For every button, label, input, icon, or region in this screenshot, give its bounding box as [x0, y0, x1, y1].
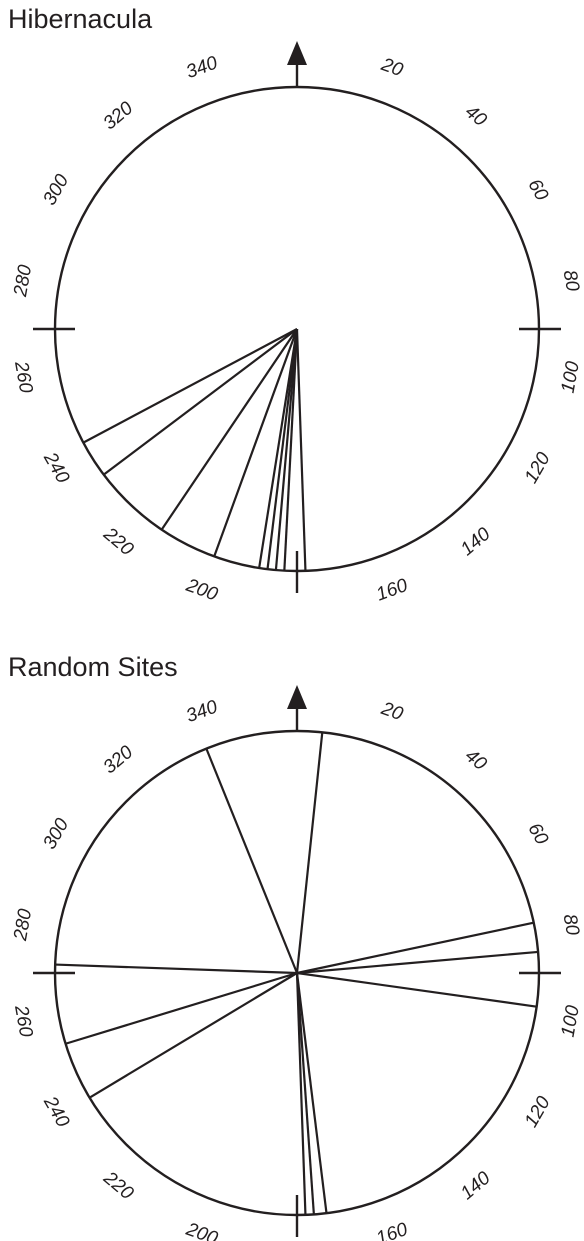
bearing-ray: [213, 328, 299, 557]
bearing-ray: [160, 328, 298, 531]
bearing-ray: [266, 328, 299, 570]
tick-label: 80: [559, 912, 583, 937]
tick-label: 240: [39, 448, 74, 487]
bearing-ray: [55, 963, 298, 975]
bearing-ray: [295, 972, 328, 1214]
bearing-ray: [82, 328, 298, 444]
tick-label: 260: [10, 359, 36, 395]
tick-label: 60: [523, 176, 552, 205]
north-arrow-icon: [287, 41, 307, 65]
bearing-ray: [296, 971, 537, 1008]
bearing-ray: [296, 921, 534, 975]
circular-plot-hibernacula: 20 40 60 80 100 120 140 160 200 220 240 260 280 300 32…: [10, 41, 584, 606]
tick-label: 20: [378, 54, 406, 81]
bearing-ray: [65, 971, 298, 1045]
tick-label: 40: [461, 101, 491, 131]
tick-label: 120: [521, 449, 555, 487]
tick-label: 160: [374, 575, 411, 606]
tick-label: 240: [39, 1092, 74, 1131]
bearing-ray: [295, 972, 307, 1215]
tick-label: 220: [99, 1167, 138, 1204]
bearing-ray: [103, 328, 298, 476]
north-arrow-icon: [287, 685, 307, 709]
tick-label: 80: [559, 268, 583, 293]
tick-label: 140: [457, 1167, 495, 1204]
tick-label: 300: [39, 815, 73, 853]
tick-label: 280: [10, 263, 36, 299]
tick-label: 100: [558, 359, 584, 394]
tick-label: 40: [461, 745, 491, 775]
bearing-ray: [88, 972, 298, 1099]
tick-label: 200: [182, 1219, 220, 1241]
tick-label: 320: [99, 98, 137, 135]
bearing-ray: [295, 328, 307, 571]
circular-plot-random-sites: 20 40 60 80 100 120 140 160 200 220 240 260 280 300 32…: [10, 685, 584, 1241]
tick-label: 20: [378, 698, 406, 725]
bearing-ray: [258, 328, 299, 569]
tick-label: 320: [99, 742, 137, 779]
tick-label: 260: [10, 1003, 36, 1039]
bearing-ray: [274, 328, 299, 571]
tick-label: 60: [523, 820, 552, 849]
tick-label: 200: [182, 575, 220, 606]
tick-label: 160: [374, 1219, 411, 1241]
tick-label: 140: [457, 523, 495, 560]
tick-label: 220: [99, 523, 138, 560]
bearing-ray: [296, 950, 539, 975]
bearing-ray: [295, 972, 315, 1215]
bearing-ray: [283, 328, 299, 571]
tick-label: 280: [10, 907, 36, 943]
tick-label: 300: [39, 171, 73, 209]
chart-title: Random Sites: [8, 652, 178, 682]
bearing-ray: [205, 748, 299, 974]
tick-label: 340: [183, 696, 220, 727]
bearing-ray: [295, 732, 324, 974]
tick-label: 100: [558, 1003, 584, 1038]
chart-title: Hibernacula: [8, 4, 153, 34]
tick-label: 340: [183, 52, 220, 83]
tick-label: 120: [521, 1093, 555, 1131]
